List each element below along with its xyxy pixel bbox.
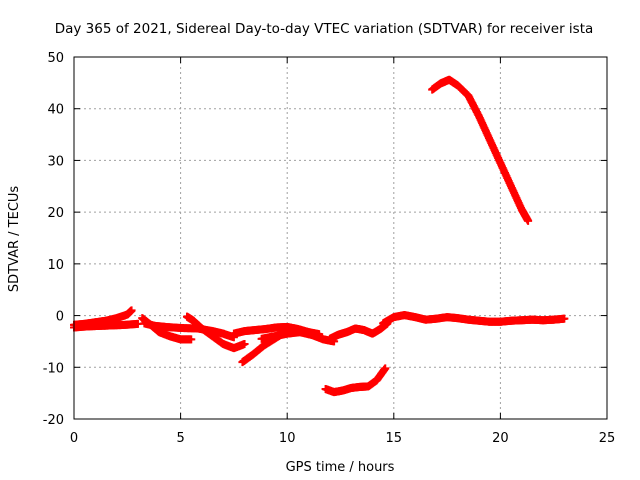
y-tick-label: 50 (47, 51, 64, 66)
data-point (560, 314, 569, 323)
data-point (127, 306, 136, 315)
data-point (240, 340, 249, 349)
series-ista-e (182, 312, 249, 353)
series-ista-j (379, 311, 569, 328)
x-tick-label: 5 (176, 431, 184, 446)
x-tick-label: 25 (599, 431, 616, 446)
y-tick-label: 20 (47, 206, 64, 221)
grid-lines (74, 57, 607, 419)
data-series (70, 75, 569, 397)
y-tick-label: -10 (43, 361, 64, 376)
series-ista-k (321, 364, 390, 397)
x-tick-label: 15 (386, 431, 403, 446)
axis-ticks: 0 5 10 15 20 25 -20 -10 0 10 20 30 40 50 (43, 51, 616, 446)
x-tick-label: 20 (492, 431, 509, 446)
y-tick-label: 30 (47, 154, 64, 169)
data-point (381, 364, 390, 373)
x-tick-label: 10 (279, 431, 296, 446)
data-point (187, 335, 196, 344)
y-tick-label: 40 (47, 103, 64, 118)
y-axis-label: SDTVAR / TECUs (7, 186, 22, 293)
x-tick-label: 0 (70, 431, 78, 446)
x-axis-label: GPS time / hours (286, 460, 395, 475)
y-tick-label: 0 (56, 310, 64, 325)
y-tick-label: -20 (43, 413, 64, 428)
plot-frame (73, 56, 608, 420)
data-point (524, 216, 533, 225)
y-tick-label: 10 (47, 258, 64, 273)
series-ista-l (428, 75, 533, 225)
chart-title: Day 365 of 2021, Sidereal Day-to-day VTE… (55, 21, 594, 37)
